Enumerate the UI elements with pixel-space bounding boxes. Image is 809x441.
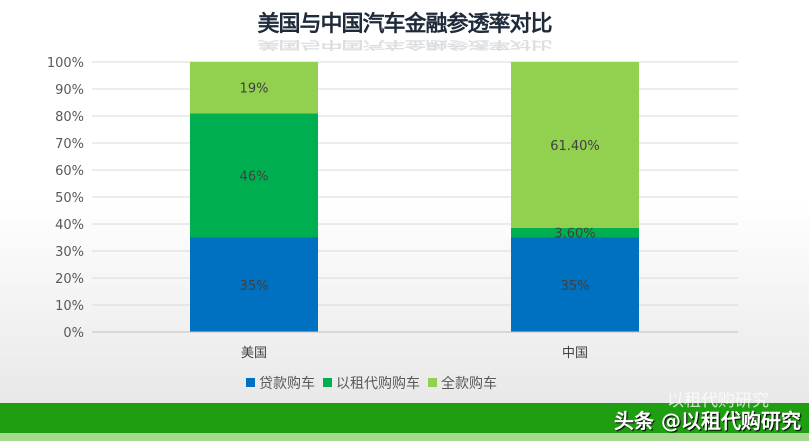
legend-swatch: [323, 378, 332, 387]
data-label: 3.60%: [554, 227, 595, 242]
y-tick-label: 80%: [55, 110, 84, 125]
y-tick-label: 60%: [55, 164, 84, 179]
chart-title: 美国与中国汽车金融参透率对比: [257, 12, 552, 37]
footer-strip: [0, 433, 809, 441]
data-label: 61.40%: [550, 139, 600, 154]
legend-label: 全款购车: [441, 375, 497, 392]
y-tick-label: 50%: [55, 191, 84, 206]
watermark-source: 头条 @以租代购研究: [614, 409, 801, 433]
x-tick-label: 美国: [241, 346, 267, 361]
y-tick-label: 20%: [55, 272, 84, 287]
legend-swatch: [428, 378, 437, 387]
data-label: 35%: [240, 279, 269, 294]
legend-swatch: [246, 378, 255, 387]
y-tick-label: 100%: [47, 56, 84, 71]
y-tick-label: 30%: [55, 245, 84, 260]
bar-segment: [511, 62, 639, 228]
y-tick-label: 0%: [63, 326, 84, 341]
data-label: 19%: [240, 82, 269, 97]
bar-segment: [511, 237, 639, 332]
x-tick-label: 中国: [562, 346, 588, 361]
data-label: 46%: [240, 169, 269, 184]
y-tick-label: 70%: [55, 137, 84, 152]
bar-segment: [511, 227, 639, 238]
legend-label: 贷款购车: [259, 375, 315, 392]
y-tick-label: 10%: [55, 299, 84, 314]
legend-label: 以租代购购车: [336, 375, 420, 392]
bar-segment: [190, 113, 318, 238]
bar-segment: [190, 62, 318, 114]
y-tick-label: 40%: [55, 218, 84, 233]
data-label: 35%: [561, 279, 590, 294]
y-tick-label: 90%: [55, 83, 84, 98]
watermark-account: 以租代购研究: [667, 391, 769, 411]
footer-band: [0, 403, 809, 433]
bar-segment: [190, 237, 318, 332]
